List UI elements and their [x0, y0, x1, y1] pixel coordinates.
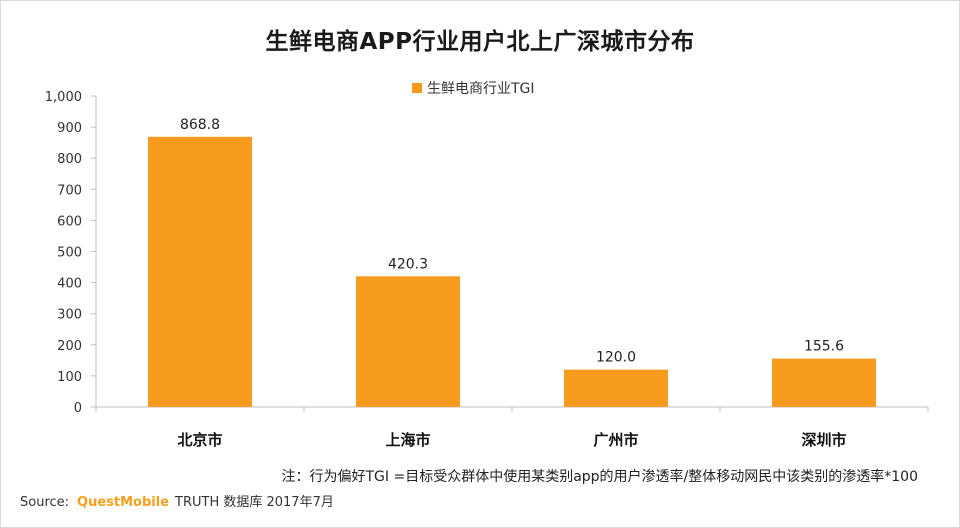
source-suffix: TRUTH 数据库 2017年7月 — [175, 495, 334, 510]
bar-1 — [148, 136, 252, 407]
data-label: 868.8 — [180, 117, 220, 133]
legend-label: 生鲜电商行业TGI — [427, 81, 535, 97]
y-tick-label: 600 — [57, 214, 82, 229]
y-tick-label: 0 — [74, 401, 82, 416]
legend-swatch — [412, 83, 422, 93]
bar-3 — [564, 369, 668, 407]
y-tick-label: 400 — [57, 277, 82, 292]
x-category-label: 上海市 — [385, 431, 430, 449]
y-tick-label: 100 — [57, 370, 82, 385]
data-label: 155.6 — [804, 339, 844, 355]
y-tick-label: 1,000 — [45, 90, 82, 105]
data-label: 420.3 — [388, 256, 428, 272]
y-tick-label: 200 — [57, 339, 82, 354]
y-tick-label: 700 — [57, 183, 82, 198]
y-tick-label: 800 — [57, 152, 82, 167]
x-category-label: 广州市 — [593, 431, 638, 449]
y-tick-label: 300 — [57, 308, 82, 323]
source-line: Source: QuestMobile TRUTH 数据库 2017年7月 — [20, 491, 334, 510]
y-tick-label: 900 — [57, 121, 82, 136]
source-brand: QuestMobile — [77, 495, 170, 510]
y-tick-label: 500 — [57, 246, 82, 261]
x-category-label: 深圳市 — [801, 431, 846, 449]
chart-title: 生鲜电商APP行业用户北上广深城市分布 — [265, 29, 695, 55]
data-label: 120.0 — [596, 350, 636, 366]
bar-2 — [356, 276, 460, 407]
legend: 生鲜电商行业TGI — [412, 78, 535, 98]
footnote: 注：行为偏好TGI =目标受众群体中使用某类别app的用户渗透率/整体移动网民中… — [281, 469, 919, 485]
x-category-label: 北京市 — [177, 431, 222, 449]
source-prefix: Source: — [20, 495, 70, 510]
bar-4 — [772, 358, 876, 407]
